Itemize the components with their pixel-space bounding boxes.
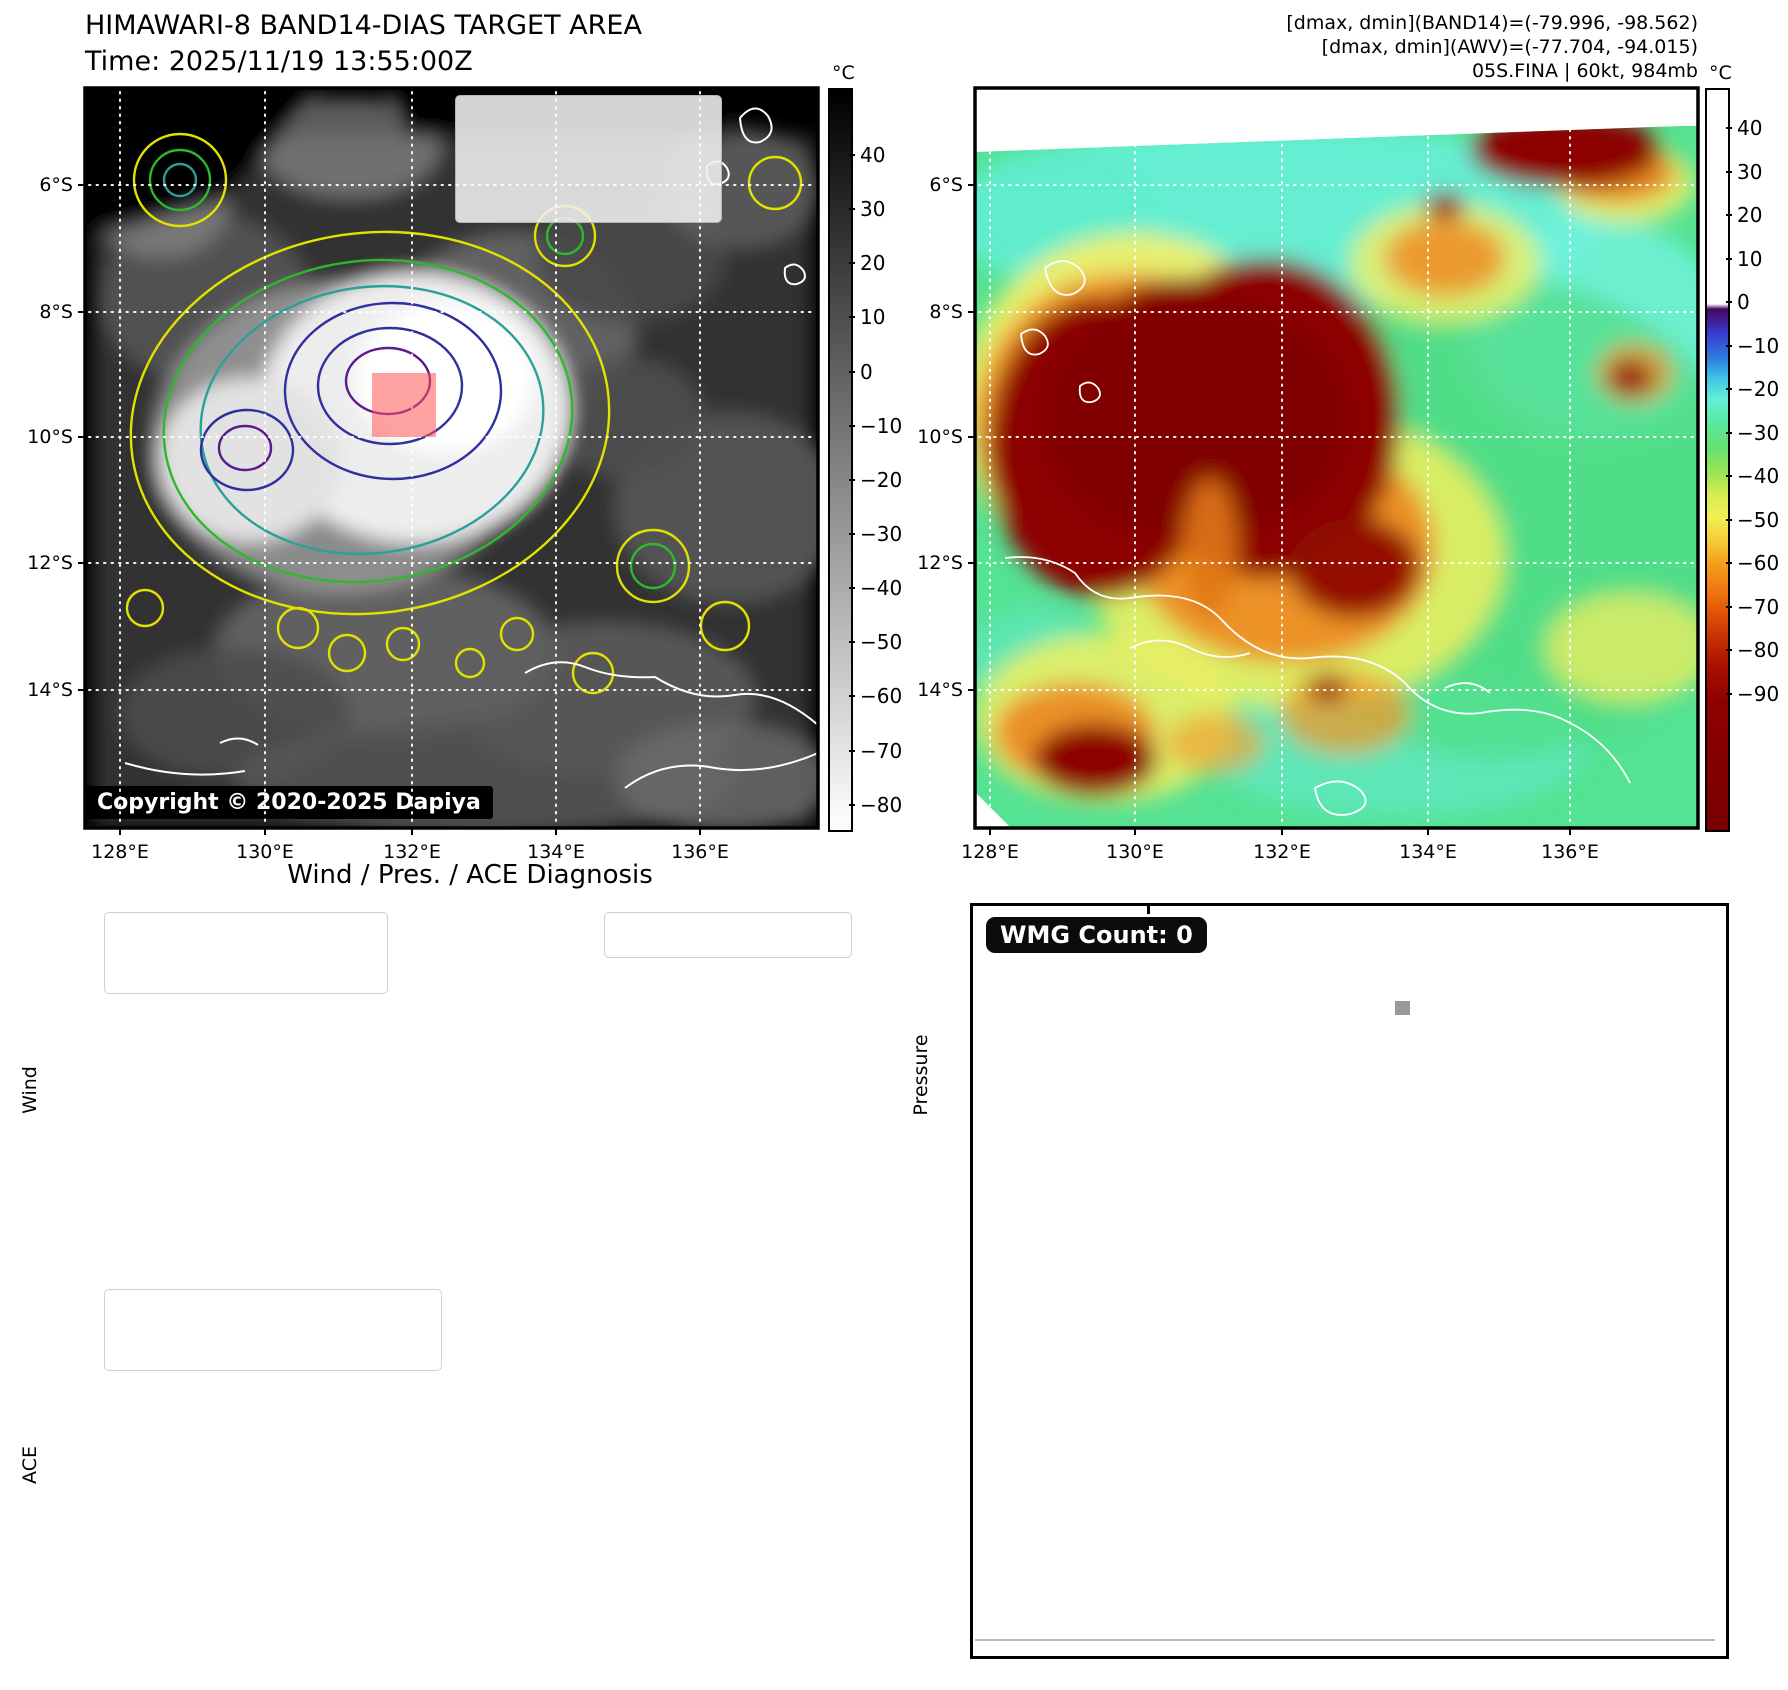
wind-axis-label: Wind — [19, 1066, 41, 1114]
colorbar-tick-label: 10 — [860, 305, 885, 329]
colorbar-tick-label: −80 — [1737, 638, 1779, 662]
map-x-tick-label: 136°E — [1541, 841, 1599, 863]
colorbar-tick-label: −20 — [1737, 377, 1779, 401]
ace-legend — [104, 1289, 442, 1371]
band14-colorbar — [828, 88, 853, 832]
colorbar-tick-label: 20 — [860, 251, 885, 275]
awv-colorbar — [1705, 88, 1730, 832]
map-y-tick-label: 6°S — [929, 174, 963, 196]
colorbar-tick-label: −50 — [1737, 508, 1779, 532]
colorbar-tick-label: −30 — [860, 522, 902, 546]
wind-legend — [104, 912, 388, 994]
map-y-tick-label: 8°S — [39, 301, 73, 323]
dmax-dmin-band14: [dmax, dmin](BAND14)=(-79.996, -98.562) — [1286, 12, 1698, 34]
colorbar-tick-label: −40 — [1737, 464, 1779, 488]
wmg-artifact-sliver — [1714, 1536, 1718, 1606]
colorbar-tick-label: −40 — [860, 576, 902, 600]
colorbar-tick-label: −70 — [1737, 595, 1779, 619]
colorbar-tick-label: −10 — [1737, 334, 1779, 358]
awv-colorbar-unit: °C — [1709, 62, 1732, 84]
chart-title: Wind / Pres. / ACE Diagnosis — [287, 860, 653, 890]
wmg-panel: WMG Count: 0 — [970, 903, 1729, 1659]
colorbar-tick-label: −10 — [860, 414, 902, 438]
map-x-tick-label: 128°E — [961, 841, 1019, 863]
map-x-tick-label: 130°E — [1106, 841, 1164, 863]
timestamp: Time: 2025/11/19 13:55:00Z — [85, 46, 473, 77]
map-y-tick-label: 12°S — [27, 552, 73, 574]
map-y-tick-label: 6°S — [39, 174, 73, 196]
colorbar-tick-label: 40 — [860, 143, 885, 167]
ace-axis-label: ACE — [19, 1446, 41, 1484]
colorbar-tick-label: −80 — [860, 793, 902, 817]
map-y-tick-label: 14°S — [917, 679, 963, 701]
colorbar-tick-label: −70 — [860, 739, 902, 763]
page-title: HIMAWARI-8 BAND14-DIAS TARGET AREA — [85, 10, 642, 41]
colorbar-tick-label: −60 — [1737, 551, 1779, 575]
wmg-artifact-sliver — [1714, 1371, 1718, 1459]
colorbar-tick-label: 30 — [860, 197, 885, 221]
colorbar-tick-label: 40 — [1737, 116, 1762, 140]
wmg-panel-fill — [973, 906, 1718, 1631]
wmg-artifact-sliver — [1713, 1466, 1718, 1528]
map-legend — [455, 95, 722, 223]
map-x-tick-label: 132°E — [1253, 841, 1311, 863]
colorbar-tick-label: −90 — [1737, 682, 1779, 706]
dmax-dmin-awv: [dmax, dmin](AWV)=(-77.704, -94.015) — [1321, 36, 1698, 58]
colorbar-tick-label: −20 — [860, 468, 902, 492]
storm-id-intensity: 05S.FINA | 60kt, 984mb — [1471, 60, 1698, 82]
map-y-tick-label: 10°S — [27, 426, 73, 448]
colorbar-tick-label: 0 — [860, 360, 873, 384]
colorbar-tick-label: −30 — [1737, 421, 1779, 445]
pressure-axis-label: Pressure — [910, 1034, 932, 1116]
map-y-tick-label: 12°S — [917, 552, 963, 574]
map-y-tick-label: 14°S — [27, 679, 73, 701]
map-y-tick-label: 8°S — [929, 301, 963, 323]
pressure-legend — [604, 912, 852, 958]
colorbar-tick-label: 10 — [1737, 247, 1762, 271]
colorbar-tick-label: 30 — [1737, 160, 1762, 184]
colorbar-tick-label: −50 — [860, 630, 902, 654]
map-y-tick-label: 10°S — [917, 426, 963, 448]
wmg-artifact-square — [1395, 1001, 1410, 1015]
band14-colorbar-unit: °C — [832, 62, 855, 84]
wmg-count-badge: WMG Count: 0 — [986, 917, 1207, 953]
colorbar-tick-label: −60 — [860, 684, 902, 708]
map-x-tick-label: 134°E — [1399, 841, 1457, 863]
awv-satellite-map — [975, 126, 1698, 828]
wmg-bottom-line — [975, 1639, 1715, 1641]
copyright-badge: Copyright © 2020-2025 Dapiya — [85, 786, 493, 819]
wmg-artifact-tick — [1147, 906, 1150, 914]
colorbar-tick-label: 0 — [1737, 290, 1750, 314]
colorbar-tick-label: 20 — [1737, 203, 1762, 227]
